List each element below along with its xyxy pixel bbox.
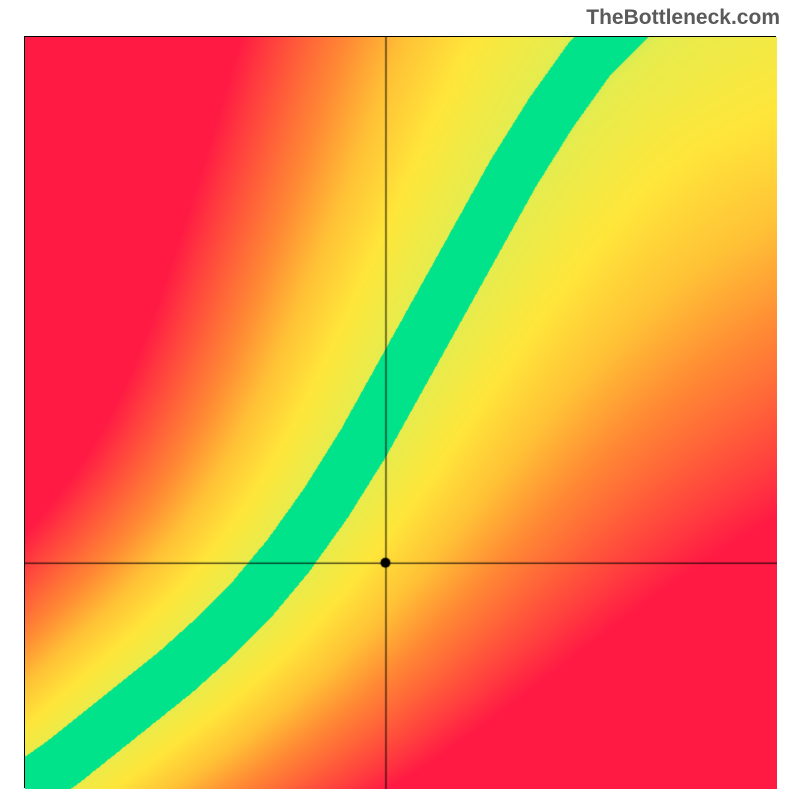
chart-container: { "watermark": { "text": "TheBottleneck.… xyxy=(0,0,800,800)
chart-frame xyxy=(24,36,776,788)
watermark-text: TheBottleneck.com xyxy=(586,6,780,30)
heatmap-canvas xyxy=(25,37,777,789)
